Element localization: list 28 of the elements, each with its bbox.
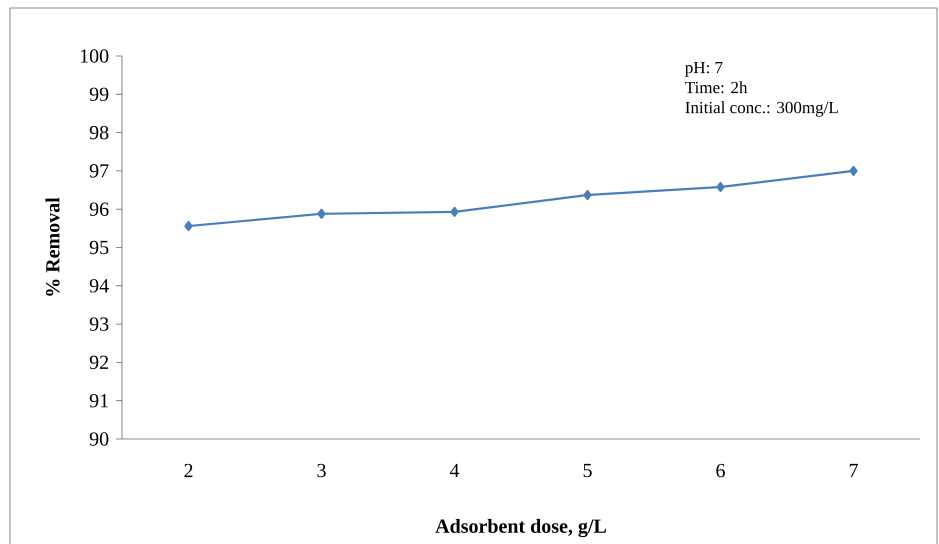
annotation: Initial conc.: 300mg/L	[685, 101, 838, 117]
point	[583, 190, 592, 200]
x-tick-label: 3	[317, 464, 326, 478]
annotation: Time: 2h	[685, 81, 748, 94]
y-tick-label: 96	[90, 202, 109, 216]
x-tick-label: 5	[584, 464, 592, 478]
y-tick-label: 100	[80, 49, 108, 63]
x-tick-label: 2	[184, 464, 192, 478]
y-tick-label: 98	[90, 126, 108, 140]
y-tick-label: 94	[90, 279, 109, 293]
y-tick-label: 97	[90, 164, 109, 178]
point	[716, 182, 725, 192]
y-tick-label: 99	[90, 88, 108, 102]
y-tick-label: 95	[90, 240, 108, 254]
point	[184, 220, 193, 232]
x-tick-label: 6	[716, 464, 725, 478]
y-tick-label: 92	[90, 356, 108, 370]
point	[317, 208, 326, 219]
point	[450, 206, 459, 217]
x-tick-label: 4	[450, 464, 460, 478]
annotation: pH: 7	[685, 62, 723, 77]
y-axis-title: % Removal	[45, 198, 60, 296]
y-tick-label: 93	[90, 317, 108, 331]
y-tick-label: 91	[90, 394, 108, 408]
x-tick-label: 7	[850, 464, 858, 477]
point	[849, 166, 858, 176]
x-axis-title: Adsorbent dose, g/L	[435, 518, 606, 538]
y-tick-label: 90	[90, 432, 108, 446]
